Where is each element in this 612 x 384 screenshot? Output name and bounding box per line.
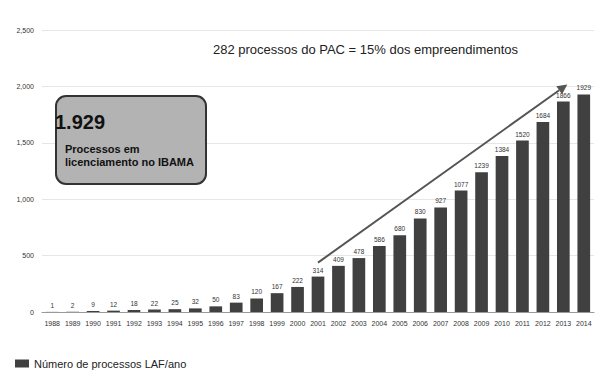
svg-text:2011: 2011 [515, 320, 530, 327]
svg-text:1996: 1996 [208, 320, 224, 327]
svg-text:2014: 2014 [576, 320, 592, 327]
svg-text:927: 927 [435, 197, 446, 204]
svg-text:1: 1 [50, 302, 54, 309]
svg-text:1997: 1997 [228, 320, 244, 327]
svg-text:222: 222 [292, 277, 303, 284]
svg-text:2013: 2013 [556, 320, 572, 327]
svg-text:680: 680 [394, 225, 405, 232]
svg-text:830: 830 [415, 208, 426, 215]
svg-text:12: 12 [110, 301, 118, 308]
svg-text:586: 586 [374, 236, 385, 243]
svg-text:25: 25 [171, 299, 179, 306]
svg-text:1384: 1384 [495, 146, 510, 153]
svg-text:1866: 1866 [556, 92, 571, 99]
svg-text:1998: 1998 [249, 320, 265, 327]
svg-text:2002: 2002 [331, 320, 347, 327]
svg-text:1.929: 1.929 [55, 111, 105, 133]
svg-text:2007: 2007 [433, 320, 449, 327]
svg-text:50: 50 [212, 296, 220, 303]
svg-text:1,500: 1,500 [16, 139, 34, 146]
svg-text:2001: 2001 [310, 320, 326, 327]
svg-text:1999: 1999 [269, 320, 285, 327]
svg-text:83: 83 [233, 293, 241, 300]
svg-text:1988: 1988 [44, 320, 60, 327]
svg-text:1992: 1992 [126, 320, 142, 327]
svg-text:9: 9 [91, 301, 95, 308]
svg-text:0: 0 [30, 309, 34, 316]
svg-text:2,500: 2,500 [16, 27, 34, 34]
svg-text:2003: 2003 [351, 320, 367, 327]
svg-text:2: 2 [71, 302, 75, 309]
svg-text:120: 120 [251, 288, 262, 295]
svg-text:314: 314 [313, 267, 324, 274]
svg-text:licenciamento no IBAMA: licenciamento no IBAMA [65, 156, 194, 168]
svg-text:1684: 1684 [536, 112, 551, 119]
svg-text:1520: 1520 [515, 131, 530, 138]
svg-text:1077: 1077 [454, 181, 469, 188]
svg-text:Processos em: Processos em [65, 143, 143, 155]
svg-text:18: 18 [130, 300, 138, 307]
svg-text:32: 32 [192, 298, 200, 305]
svg-text:1929: 1929 [577, 84, 592, 91]
svg-text:1989: 1989 [65, 320, 81, 327]
svg-text:1239: 1239 [474, 162, 489, 169]
svg-text:22: 22 [151, 300, 159, 307]
svg-text:1991: 1991 [106, 320, 122, 327]
svg-text:1990: 1990 [85, 320, 101, 327]
svg-text:1994: 1994 [167, 320, 183, 327]
svg-text:1,000: 1,000 [16, 196, 34, 203]
svg-text:478: 478 [353, 248, 364, 255]
svg-text:409: 409 [333, 256, 344, 263]
svg-text:2004: 2004 [372, 320, 388, 327]
svg-text:2010: 2010 [494, 320, 510, 327]
svg-text:Número de processos LAF/ano: Número de processos LAF/ano [34, 358, 186, 370]
svg-text:2009: 2009 [474, 320, 490, 327]
svg-text:2,000: 2,000 [16, 83, 34, 90]
svg-text:500: 500 [22, 252, 34, 259]
svg-text:167: 167 [272, 283, 283, 290]
svg-text:2005: 2005 [392, 320, 408, 327]
svg-text:1993: 1993 [147, 320, 163, 327]
svg-text:282 processos do PAC = 15% dos: 282 processos do PAC = 15% dos empreendi… [213, 42, 519, 57]
svg-text:2008: 2008 [453, 320, 469, 327]
svg-text:2012: 2012 [535, 320, 551, 327]
svg-text:1995: 1995 [188, 320, 204, 327]
svg-text:2000: 2000 [290, 320, 306, 327]
svg-text:2006: 2006 [412, 320, 428, 327]
